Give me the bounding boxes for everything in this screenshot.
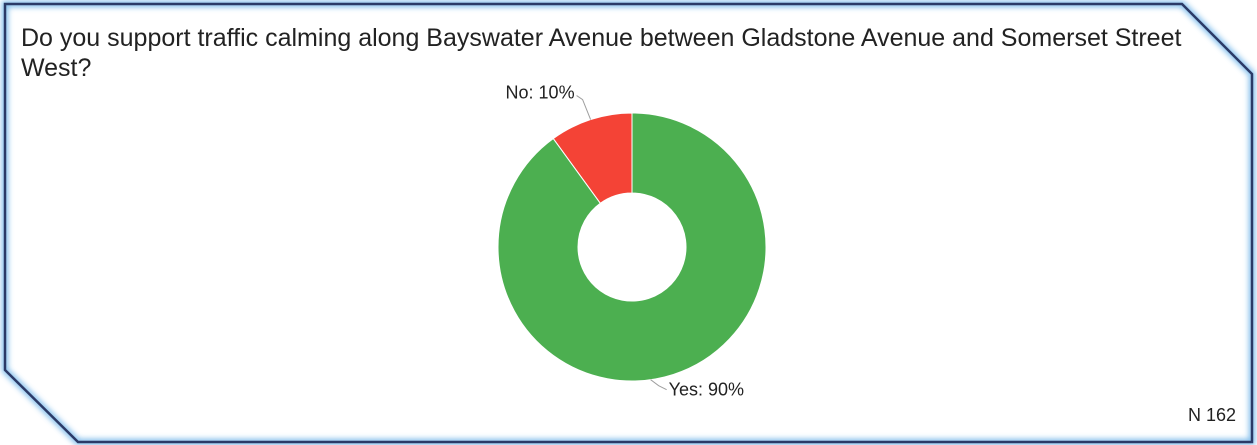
leader-no: [576, 95, 592, 120]
sample-size-label: N 162: [1187, 405, 1236, 425]
label-yes: Yes: 90%: [669, 380, 744, 400]
chart-title: Do you support traffic calming along Bay…: [21, 24, 1182, 82]
label-no: No: 10%: [506, 83, 575, 103]
slice-yes: [497, 112, 767, 382]
leader-yes: [650, 379, 667, 391]
